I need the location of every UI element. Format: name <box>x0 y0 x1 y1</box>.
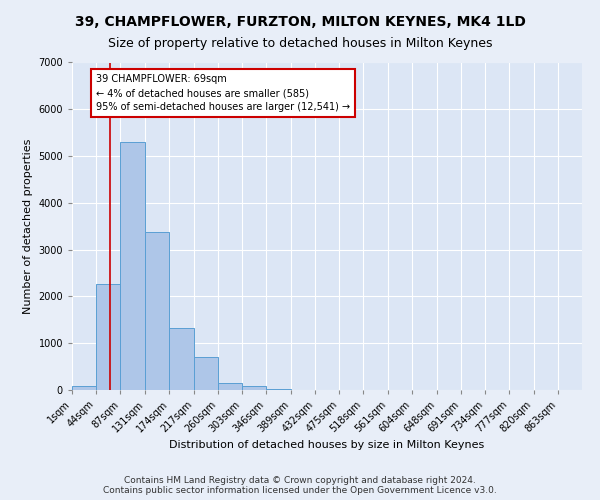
Bar <box>145 232 169 390</box>
Text: 39, CHAMPFLOWER, FURZTON, MILTON KEYNES, MK4 1LD: 39, CHAMPFLOWER, FURZTON, MILTON KEYNES,… <box>74 15 526 29</box>
Bar <box>72 386 96 390</box>
Bar <box>121 142 145 390</box>
Bar <box>218 382 242 390</box>
Text: Size of property relative to detached houses in Milton Keynes: Size of property relative to detached ho… <box>108 38 492 51</box>
Bar <box>169 328 194 390</box>
Bar <box>242 386 266 390</box>
Bar <box>266 389 290 390</box>
X-axis label: Distribution of detached houses by size in Milton Keynes: Distribution of detached houses by size … <box>169 440 485 450</box>
Text: 39 CHAMPFLOWER: 69sqm
← 4% of detached houses are smaller (585)
95% of semi-deta: 39 CHAMPFLOWER: 69sqm ← 4% of detached h… <box>96 74 350 112</box>
Bar <box>194 357 218 390</box>
Bar <box>96 284 121 390</box>
Text: Contains HM Land Registry data © Crown copyright and database right 2024.
Contai: Contains HM Land Registry data © Crown c… <box>103 476 497 495</box>
Y-axis label: Number of detached properties: Number of detached properties <box>23 138 33 314</box>
